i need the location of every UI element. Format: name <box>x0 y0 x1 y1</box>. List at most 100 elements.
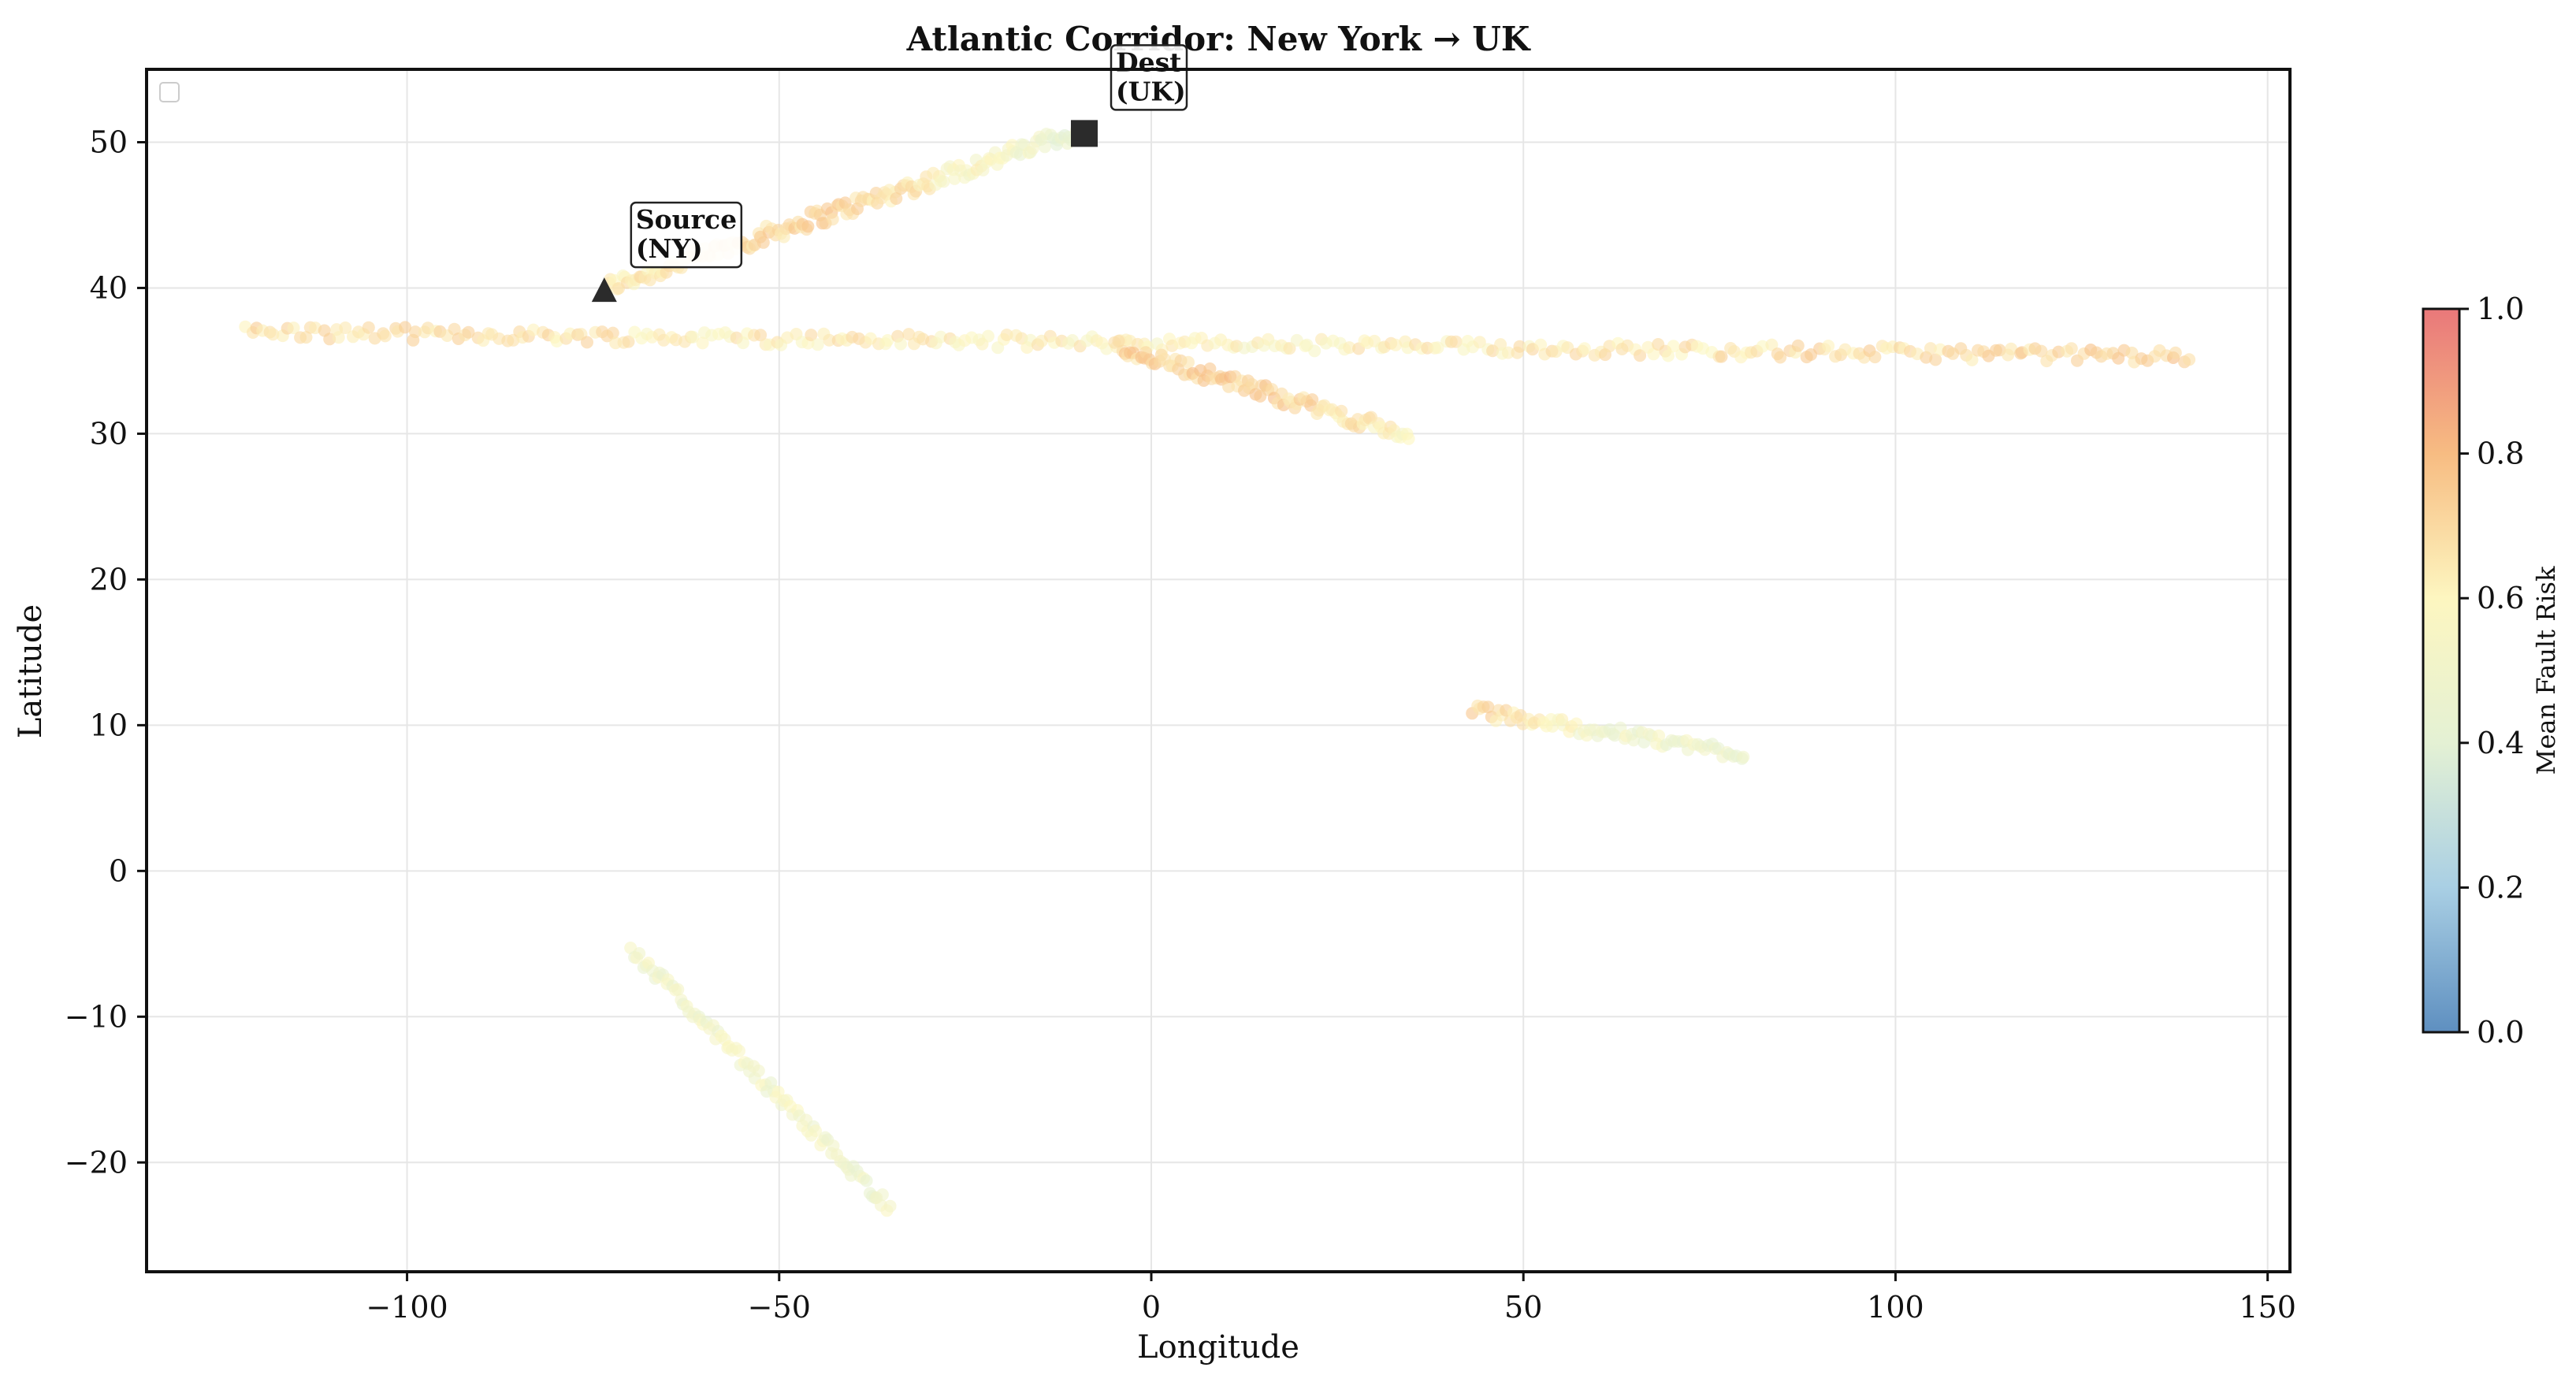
colorbar-label: Mean Fault Risk <box>2531 566 2561 775</box>
data-point <box>883 1199 897 1213</box>
data-point <box>1203 362 1217 375</box>
legend-box <box>159 82 180 102</box>
data-point <box>1335 404 1348 418</box>
annotation-line1: Dest <box>1116 46 1182 77</box>
data-point <box>881 334 894 347</box>
grid <box>147 69 2290 1272</box>
data-point <box>1662 349 1675 362</box>
annotation-line2: (NY) <box>636 233 703 264</box>
y-tick-label: −10 <box>65 999 128 1034</box>
data-point <box>581 336 593 349</box>
data-point <box>902 328 916 341</box>
colorbar-tick-label: 0.4 <box>2477 726 2524 760</box>
data-point <box>1038 140 1051 154</box>
y-tick-label: 20 <box>90 562 128 596</box>
colorbar-tick-label: 0.2 <box>2477 870 2524 905</box>
data-point <box>1929 353 1942 366</box>
data-point <box>1737 750 1750 764</box>
data-point <box>1449 335 1463 348</box>
data-point <box>1652 729 1666 742</box>
colorbar: 0.0 0.2 0.4 0.6 0.8 1.0 Mean Fault Risk <box>2422 292 2561 1050</box>
data-point <box>1715 350 1728 363</box>
annotation-line2: (UK) <box>1116 76 1186 106</box>
data-point <box>894 337 907 351</box>
data-point <box>1578 342 1591 355</box>
data-point <box>378 329 392 343</box>
y-tick-label: 0 <box>109 853 128 888</box>
annotation-box <box>630 201 743 269</box>
data-point <box>2065 342 2078 355</box>
data-point <box>860 1174 873 1187</box>
data-point <box>633 947 646 960</box>
chart-title: Atlantic Corridor: New York → UK <box>906 20 1531 58</box>
data-point <box>1000 329 1013 341</box>
data-point <box>1245 377 1258 391</box>
data-point <box>733 1044 745 1057</box>
source-marker <box>591 277 617 303</box>
data-point <box>287 321 300 335</box>
data-point <box>332 331 345 344</box>
x-axis-label: Longitude <box>1137 1329 1299 1366</box>
data-point <box>1343 341 1356 355</box>
data-point <box>1634 349 1647 362</box>
data-point <box>696 336 709 350</box>
data-point <box>771 1085 785 1098</box>
data-point <box>2169 346 2182 359</box>
data-point <box>266 328 280 341</box>
data-points <box>239 124 2196 1217</box>
data-point <box>823 333 836 347</box>
annotation-box <box>1110 44 1188 111</box>
markers: Source(NY) Dest(UK) <box>591 44 1188 303</box>
data-point <box>362 321 375 334</box>
data-point <box>805 329 818 342</box>
data-point <box>1868 351 1882 364</box>
y-tick-label: 10 <box>90 708 128 742</box>
data-point <box>1431 341 1444 355</box>
data-point <box>399 321 412 334</box>
y-axis: −20 −10 0 10 20 30 40 50 <box>65 124 147 1180</box>
data-point <box>339 321 352 334</box>
y-tick-label: 50 <box>90 124 128 159</box>
y-tick-label: −20 <box>65 1145 128 1180</box>
data-point <box>409 325 422 339</box>
data-point <box>1283 342 1296 355</box>
data-point <box>1473 336 1486 349</box>
data-point <box>1402 432 1415 445</box>
colorbar-tick-label: 1.0 <box>2477 292 2524 326</box>
annotation-line1: Source <box>636 204 737 235</box>
data-point <box>622 335 635 348</box>
y-tick-label: 40 <box>90 270 128 305</box>
x-tick-label: 100 <box>1867 1290 1924 1325</box>
data-point <box>448 322 461 336</box>
plot-frame <box>145 68 2292 1273</box>
dest-marker <box>1071 120 1098 147</box>
x-tick-label: −100 <box>366 1290 448 1325</box>
x-axis: −100 −50 0 50 100 150 <box>366 1272 2296 1325</box>
x-tick-label: −50 <box>748 1290 811 1325</box>
data-point <box>2035 344 2048 358</box>
data-point <box>890 192 903 205</box>
data-point <box>2183 353 2196 366</box>
data-point <box>756 236 770 249</box>
data-point <box>811 338 824 351</box>
data-point <box>1822 340 1835 352</box>
data-point <box>1182 355 1195 369</box>
data-point <box>875 1188 889 1202</box>
data-point <box>1481 700 1495 714</box>
data-point <box>1501 346 1515 359</box>
y-axis-label: Latitude <box>13 604 49 738</box>
data-point <box>1513 340 1526 353</box>
data-point <box>826 213 839 226</box>
x-tick-label: 150 <box>2239 1290 2296 1325</box>
colorbar-gradient <box>2422 307 2461 1034</box>
data-point <box>752 1065 765 1077</box>
data-point <box>1389 338 1403 351</box>
data-point <box>671 983 685 996</box>
data-point <box>606 326 619 340</box>
colorbar-tick-label: 0.8 <box>2477 437 2524 471</box>
data-point <box>462 325 475 339</box>
data-point <box>2005 342 2018 355</box>
data-point <box>934 330 947 344</box>
colorbar-tick-label: 0.0 <box>2477 1015 2524 1050</box>
